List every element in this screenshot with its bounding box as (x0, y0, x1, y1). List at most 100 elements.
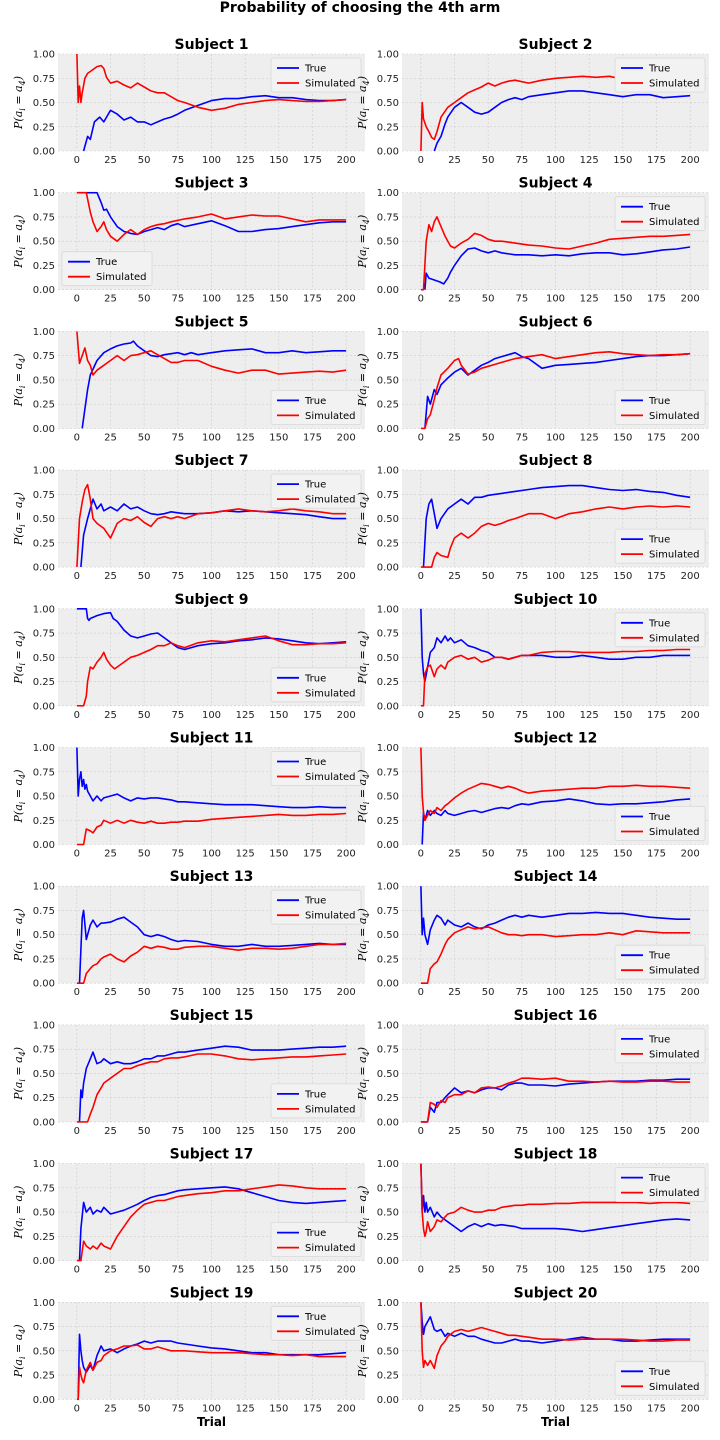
series-line-true (76, 747, 347, 809)
x-tick-label: 50 (482, 1126, 495, 1137)
legend-label: Simulated (649, 633, 700, 644)
x-tick-label: 50 (482, 294, 495, 305)
x-tick-label: 200 (337, 571, 356, 582)
y-tick-label: 1.00 (377, 604, 399, 615)
y-tick-label: 0.00 (33, 147, 55, 158)
x-tick-label: 125 (236, 710, 255, 721)
subplot-12: Subject 12 0 25 50 75 100 125 150 175 200 0.00 0.25… (356, 731, 709, 860)
subplot-15: Subject 15 0 25 50 75 100 125 150 175 200 0.00 0.25… (12, 1008, 365, 1137)
x-tick-label: 125 (236, 571, 255, 582)
y-tick-label: 1.00 (377, 466, 399, 477)
x-tick-label: 25 (448, 1403, 461, 1414)
x-tick-label: 125 (236, 1403, 255, 1414)
series-line-simulated (76, 812, 347, 846)
subplot-title: Subject 11 (170, 731, 254, 747)
y-tick-label: 1.00 (377, 327, 399, 338)
series-line-simulated (76, 1344, 347, 1401)
x-tick-label: 100 (202, 432, 221, 443)
y-tick-label: 0.50 (377, 1346, 399, 1357)
y-tick-label: 0.50 (33, 792, 55, 803)
y-tick-label: 0.75 (377, 767, 399, 778)
x-tick-label: 50 (482, 987, 495, 998)
x-tick-label: 150 (613, 849, 632, 860)
subplot-title: Subject 17 (170, 1147, 254, 1163)
x-tick-label: 50 (138, 294, 151, 305)
x-tick-label: 75 (515, 1126, 528, 1137)
x-tick-label: 75 (515, 710, 528, 721)
x-tick-label: 125 (236, 294, 255, 305)
x-tick-label: 75 (171, 294, 184, 305)
x-tick-label: 200 (681, 571, 700, 582)
x-tick-label: 25 (104, 710, 117, 721)
x-tick-label: 50 (482, 1403, 495, 1414)
y-tick-label: 0.00 (377, 147, 399, 158)
series-line-true (424, 246, 691, 290)
x-tick-label: 125 (236, 987, 255, 998)
legend: True Simulated (270, 473, 362, 509)
x-tick-label: 100 (202, 571, 221, 582)
x-tick-label: 125 (580, 432, 599, 443)
x-tick-label: 150 (613, 1126, 632, 1137)
x-tick-label: 150 (613, 987, 632, 998)
x-tick-label: 25 (104, 1403, 117, 1414)
y-tick-label: 1.00 (377, 50, 399, 61)
subplot-title: Subject 16 (514, 1008, 598, 1024)
x-tick-label: 175 (303, 987, 322, 998)
x-tick-label: 75 (515, 1265, 528, 1276)
x-tick-label: 100 (546, 294, 565, 305)
y-axis-label: P(ai = a4) (12, 353, 27, 407)
series-line-true (76, 191, 347, 236)
legend-label: True (648, 64, 670, 75)
x-tick-label: 200 (337, 294, 356, 305)
subplot-14: Subject 14 0 25 50 75 100 125 150 175 200 0.00 0.25… (356, 869, 709, 998)
legend-label: True (95, 257, 117, 268)
series-line-simulated (76, 942, 347, 984)
y-tick-label: 0.25 (377, 954, 399, 965)
x-tick-label: 50 (138, 155, 151, 166)
x-tick-label: 100 (546, 1265, 565, 1276)
figure-title: Probability of choosing the 4th arm (220, 0, 501, 16)
x-tick-label: 50 (482, 849, 495, 860)
x-tick-label: 100 (202, 710, 221, 721)
y-tick-label: 1.00 (33, 327, 55, 338)
y-tick-label: 0.00 (377, 1395, 399, 1406)
subplot-11: Subject 11 0 25 50 75 100 125 150 175 200 0.00 0.25… (12, 731, 365, 860)
x-tick-label: 200 (337, 849, 356, 860)
x-tick-label: 0 (418, 155, 424, 166)
y-tick-label: 0.00 (33, 1395, 55, 1406)
legend-label: True (648, 951, 670, 962)
y-tick-label: 0.00 (377, 285, 399, 296)
x-tick-label: 50 (138, 849, 151, 860)
subplot-18: Subject 18 0 25 50 75 100 125 150 175 200 0.00 0.25… (356, 1147, 709, 1276)
x-tick-label: 175 (647, 155, 666, 166)
legend: True Simulated (270, 389, 362, 425)
legend-label: True (648, 1034, 670, 1045)
legend-label: True (304, 396, 326, 407)
y-tick-label: 1.00 (377, 1159, 399, 1170)
x-tick-label: 25 (104, 571, 117, 582)
x-tick-label: 25 (104, 155, 117, 166)
legend-label: Simulated (305, 911, 356, 922)
x-tick-label: 100 (202, 1126, 221, 1137)
x-tick-label: 50 (482, 571, 495, 582)
x-tick-label: 50 (138, 1403, 151, 1414)
x-tick-label: 200 (681, 710, 700, 721)
x-tick-label: 100 (546, 987, 565, 998)
series-line-true (81, 340, 347, 429)
y-tick-label: 0.50 (377, 792, 399, 803)
x-tick-label: 125 (580, 571, 599, 582)
y-tick-label: 0.00 (377, 1256, 399, 1267)
y-tick-label: 0.50 (33, 1346, 55, 1357)
legend: True Simulated (270, 751, 362, 786)
x-tick-label: 175 (647, 1265, 666, 1276)
subplot-title: Subject 8 (519, 453, 593, 469)
x-tick-label: 125 (580, 987, 599, 998)
x-tick-label: 0 (418, 849, 424, 860)
y-tick-label: 0.25 (377, 677, 399, 688)
x-tick-label: 0 (74, 987, 80, 998)
series-line-true (420, 1163, 691, 1233)
legend-label: True (304, 673, 326, 684)
subplot-6: Subject 6 0 25 50 75 100 125 150 175 200 0.00 0.25 0… (356, 314, 709, 443)
x-tick-label: 50 (138, 987, 151, 998)
series-line-simulated (76, 1184, 347, 1262)
